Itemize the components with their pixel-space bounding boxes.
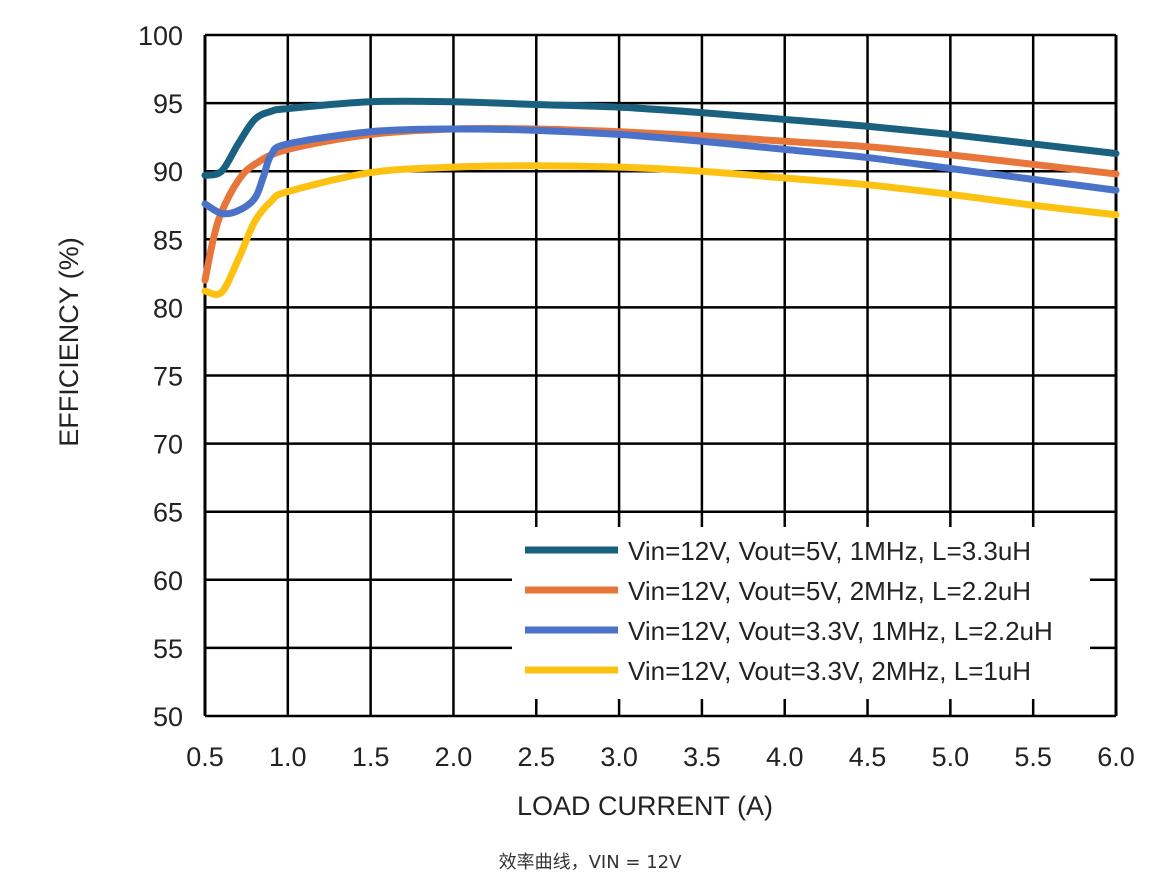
y-tick-label: 75 — [153, 362, 183, 392]
y-tick-label: 60 — [153, 566, 183, 596]
x-tick-label: 5.0 — [932, 742, 970, 772]
x-tick-label: 3.5 — [683, 742, 721, 772]
y-tick-label: 50 — [153, 702, 183, 732]
x-tick-label: 0.5 — [186, 742, 224, 772]
y-tick-label: 55 — [153, 634, 183, 664]
y-tick-label: 90 — [153, 157, 183, 187]
legend-label: Vin=12V, Vout=5V, 1MHz, L=3.3uH — [628, 536, 1031, 566]
x-tick-label: 6.0 — [1097, 742, 1135, 772]
legend-label: Vin=12V, Vout=3.3V, 2MHz, L=1uH — [628, 656, 1031, 686]
x-tick-label: 4.5 — [849, 742, 887, 772]
y-tick-label: 95 — [153, 89, 183, 119]
x-tick-label: 2.5 — [517, 742, 555, 772]
legend-label: Vin=12V, Vout=5V, 2MHz, L=2.2uH — [628, 576, 1031, 606]
x-tick-label: 1.5 — [352, 742, 390, 772]
series-line-2 — [201, 125, 1120, 218]
y-axis-label: EFFICIENCY (%) — [54, 237, 84, 447]
legend: Vin=12V, Vout=5V, 1MHz, L=3.3uH Vin=12V, … — [512, 527, 1090, 699]
tick-labels: 0.5 1.0 1.5 2.0 2.5 3.0 3.5 4.0 4.5 5.0 5.5 6.0 100 9… — [138, 21, 1135, 772]
y-tick-label: 80 — [153, 293, 183, 323]
x-tick-label: 5.5 — [1014, 742, 1052, 772]
series-line-0 — [201, 97, 1120, 179]
y-tick-label: 65 — [153, 498, 183, 528]
x-tick-label: 4.0 — [766, 742, 804, 772]
y-tick-label: 100 — [138, 21, 183, 51]
x-tick-label: 1.0 — [269, 742, 307, 772]
series-line-1 — [201, 124, 1120, 284]
x-tick-label: 2.0 — [435, 742, 473, 772]
figure-caption: 效率曲线，VIN = 12V — [498, 852, 682, 873]
y-tick-label: 70 — [153, 430, 183, 460]
legend-label: Vin=12V, Vout=3.3V, 1MHz, L=2.2uH — [628, 616, 1053, 646]
x-tick-label: 3.0 — [600, 742, 638, 772]
x-axis-label: LOAD CURRENT (A) — [517, 791, 773, 821]
series-lines — [201, 97, 1120, 298]
y-tick-label: 85 — [153, 225, 183, 255]
series-line-3 — [201, 162, 1120, 298]
